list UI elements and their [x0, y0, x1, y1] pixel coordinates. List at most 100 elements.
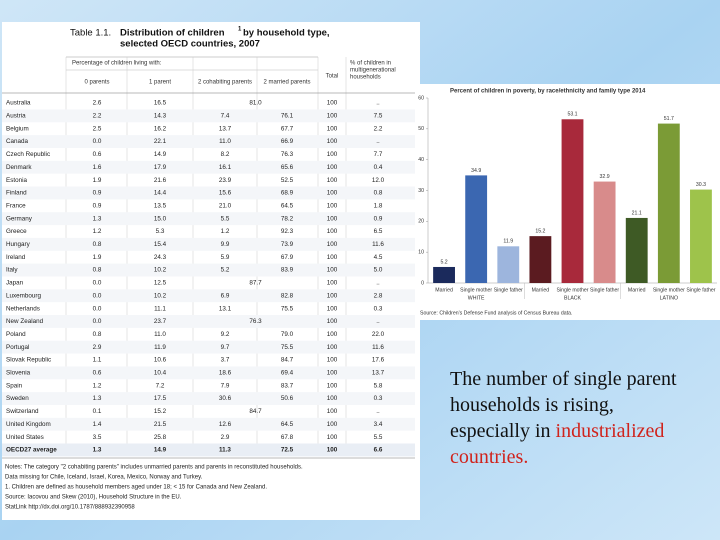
- caption-text: number: [481, 368, 547, 390]
- table-cell: 100: [327, 395, 338, 402]
- y-tick-label: 60: [418, 95, 424, 101]
- table-cell: 100: [327, 292, 338, 299]
- table-cell: 92.3: [281, 228, 294, 235]
- row-band: [2, 289, 415, 303]
- value-label: 32.9: [600, 174, 610, 180]
- column-header: households: [350, 75, 381, 81]
- table-cell: ..: [376, 280, 380, 287]
- table-cell: 2.5: [93, 125, 102, 132]
- table-cell: 65.6: [281, 164, 294, 171]
- table-cell: 100: [327, 177, 338, 184]
- value-label: 51.7: [664, 116, 674, 122]
- table-cell: 0.4: [374, 164, 383, 171]
- row-label: France: [6, 202, 26, 209]
- row-band: [2, 340, 415, 354]
- table-cell: 2.8: [374, 292, 383, 299]
- table-cell: 0.8: [93, 331, 102, 338]
- value-label: 11.9: [503, 239, 513, 245]
- row-label: Japan: [6, 280, 24, 287]
- x-tick-label: Single father: [494, 287, 523, 293]
- x-tick-label: Married: [435, 287, 453, 293]
- caption-text: especially: [450, 420, 530, 442]
- group-header: Percentage of children living with:: [72, 61, 162, 67]
- table-cell: 2.9: [221, 434, 230, 441]
- row-band: [2, 392, 415, 405]
- bar: [433, 266, 455, 283]
- row-label: Canada: [6, 138, 29, 145]
- table-cell: 100: [327, 113, 338, 120]
- table-cell: 14.3: [154, 113, 167, 120]
- row-label: Netherlands: [6, 305, 40, 312]
- table-cell: 23.9: [219, 177, 232, 184]
- table-cell: 1.8: [374, 202, 383, 209]
- table-cell: 11.0: [219, 138, 231, 145]
- table-cell: 100: [327, 447, 338, 454]
- table-cell: 100: [327, 421, 338, 428]
- table-cell: 0.0: [93, 318, 102, 325]
- table-cell: 100: [327, 254, 338, 261]
- table-cell: 13.5: [154, 202, 167, 209]
- table-cell: 0.1: [93, 408, 102, 415]
- table-row: Sweden 1.3 17.5 30.6 50.6 100 0.3: [6, 395, 383, 402]
- table-cell: 6.5: [374, 228, 383, 235]
- table-cell: 2.2: [374, 125, 383, 132]
- table-cell: 1.2: [93, 228, 102, 235]
- row-label: Slovenia: [6, 370, 31, 377]
- x-tick-label: Single mother: [556, 287, 588, 293]
- table-cell: 3.7: [221, 357, 230, 364]
- y-tick-label: 10: [418, 250, 424, 256]
- row-label: Ireland: [6, 254, 26, 261]
- table-cell: 0.3: [374, 395, 383, 402]
- table-cell: 0.9: [374, 215, 383, 222]
- column-header: Total: [326, 74, 339, 80]
- table-cell: ..: [376, 100, 380, 107]
- row-label: Germany: [6, 215, 33, 222]
- table-cell: 21.6: [154, 177, 167, 184]
- table-cell: 17.6: [372, 357, 385, 364]
- row-label: Austria: [6, 113, 26, 120]
- table-row: Slovak Republic 1.1 10.6 3.7 84.7 100 17.6: [6, 357, 385, 364]
- table-cell: 100: [327, 408, 338, 415]
- note: StatLink http://dx.doi.org/10.1787/88893…: [5, 505, 135, 511]
- table-cell: 21.0: [219, 202, 232, 209]
- table-cell: 1.2: [93, 382, 102, 389]
- table-cell: 17.9: [154, 164, 167, 171]
- table-cell: 5.5: [221, 215, 230, 222]
- table-cell: 0.0: [93, 138, 102, 145]
- column-header: % of children in: [350, 61, 391, 67]
- table-row: Estonia 1.9 21.6 23.9 52.5 100 12.0: [6, 177, 385, 184]
- caption-end: .: [523, 446, 528, 468]
- caption-text: parent: [622, 368, 677, 390]
- table-cell: 100: [327, 202, 338, 209]
- table-cell: 7.5: [374, 113, 383, 120]
- table-cell: 2.2: [93, 113, 102, 120]
- row-label: Portugal: [6, 344, 29, 351]
- column-header: 0 parents: [84, 80, 109, 86]
- table-cell: 9.9: [221, 241, 230, 248]
- table-title-sup: 1: [238, 27, 242, 33]
- table-cell: 100: [327, 151, 338, 158]
- row-band: [2, 443, 415, 457]
- table-cell: 73.9: [281, 241, 294, 248]
- column-header: 2 married parents: [263, 80, 310, 86]
- row-label: Luxembourg: [6, 292, 42, 299]
- table-cell: 100: [327, 318, 338, 325]
- table-cell: 100: [327, 100, 338, 107]
- table-cell: 100: [327, 215, 338, 222]
- note: 1. Children are defined as household mem…: [5, 485, 267, 491]
- table-row: Belgium 2.5 16.2 13.7 67.7 100 2.2: [6, 125, 383, 132]
- table-row: Ireland 1.9 24.3 5.9 67.9 100 4.5: [6, 254, 383, 261]
- note: Source: Iacovou and Skew (2010), Househo…: [5, 495, 182, 501]
- caption-highlight: industrialized: [551, 420, 665, 442]
- row-band: [2, 186, 415, 200]
- table-row: France 0.9 13.5 21.0 64.5 100 1.8: [6, 202, 383, 209]
- bar: [465, 175, 488, 283]
- table-cell: 10.4: [154, 370, 167, 377]
- table-cell: 52.5: [281, 177, 294, 184]
- table-cell: 100: [327, 305, 338, 312]
- table-cell: 5.9: [221, 254, 230, 261]
- row-label: Slovak Republic: [6, 357, 51, 364]
- table-row: Austria 2.2 14.3 7.4 76.1 100 7.5: [6, 113, 383, 120]
- table-cell: 64.5: [281, 421, 294, 428]
- table-cell: 12.6: [219, 421, 232, 428]
